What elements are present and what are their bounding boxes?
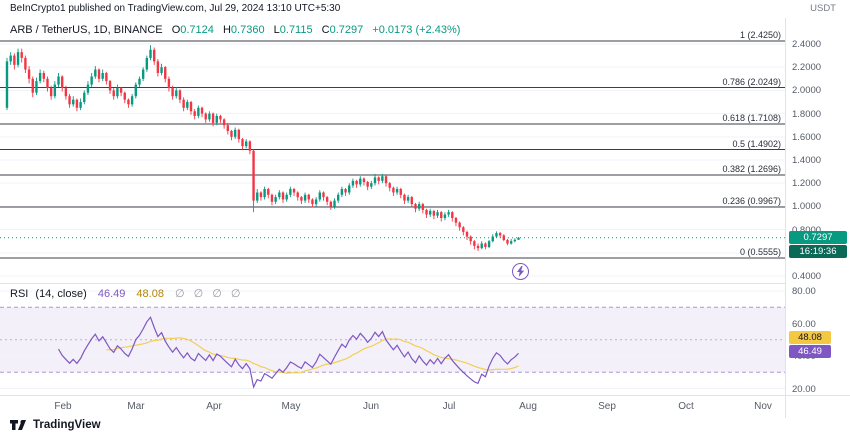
rsi-value-badge: 46.49 [789, 345, 831, 358]
last-price-badge: 0.7297 [789, 231, 847, 244]
rsi-params: (14, close) [35, 288, 87, 300]
tradingview-logo-icon [10, 420, 26, 430]
publish-header: BeInCrypto1 published on TradingView.com… [0, 0, 850, 18]
rsi-tick-label: 60.00 [792, 318, 816, 330]
price-tick-label: 1.2000 [792, 178, 822, 190]
symbol-legend[interactable]: ARB / TetherUS, 1D, BINANCE O0.7124 H0.7… [10, 24, 460, 36]
tradingview-brand-text: TradingView [33, 419, 101, 431]
open-value: 0.7124 [180, 24, 214, 36]
countdown-badge: 16:19:36 [789, 245, 847, 258]
low-value: 0.7115 [279, 24, 313, 36]
price-tick-label: 0.8000 [792, 225, 821, 236]
price-tick-label: 2.2000 [792, 62, 822, 74]
price-chart-canvas[interactable] [0, 18, 785, 283]
lightning-icon [517, 266, 525, 277]
rsi-tick-label: 80.00 [792, 286, 816, 297]
price-tick-label: 1.0000 [792, 201, 822, 213]
time-axis-label: Aug [519, 401, 537, 412]
time-axis-corner [785, 395, 850, 418]
close-label: C [321, 24, 330, 36]
rsi-empty-values: ∅ ∅ ∅ ∅ [175, 288, 244, 300]
time-axis-label: Nov [754, 401, 772, 412]
change-value: +0.0173 (+2.43%) [372, 24, 461, 36]
price-tick-label: 0.4000 [792, 271, 822, 282]
time-axis-label: May [281, 401, 301, 412]
rsi-value: 46.49 [97, 288, 126, 300]
open-label: O [171, 24, 181, 36]
symbol-title[interactable]: ARB / TetherUS, 1D, BINANCE [10, 24, 163, 36]
time-axis-label: Sep [598, 401, 616, 412]
rsi-ma-value: 48.08 [136, 288, 164, 300]
price-axis[interactable]: 0.7297 16:19:36 2.4000 2.2000 2.0000 1.8000… [785, 18, 850, 283]
price-tick-label: 1.8000 [792, 108, 822, 120]
close-value: 0.7297 [329, 24, 364, 36]
time-axis-label: Feb [54, 401, 72, 412]
high-label: H [222, 24, 231, 36]
time-axis-label: Jun [362, 401, 380, 412]
rsi-tick-label: 20.00 [792, 383, 816, 395]
price-tick-label: 2.4000 [792, 39, 822, 50]
publish-info: BeInCrypto1 published on TradingView.com… [10, 3, 341, 14]
footer-brand[interactable]: TradingView [10, 418, 101, 432]
quote-currency-label: USDT [810, 3, 836, 14]
rsi-ma-badge: 48.08 [789, 331, 831, 344]
price-tick-label: 1.4000 [792, 155, 822, 166]
rsi-legend[interactable]: RSI (14, close) 46.49 48.08 ∅ ∅ ∅ ∅ [10, 287, 244, 300]
time-axis-label: Oct [678, 401, 694, 412]
rsi-pane-canvas[interactable] [0, 283, 785, 395]
high-value: 0.7360 [230, 24, 265, 36]
price-tick-label: 1.6000 [792, 131, 822, 143]
price-tick-label: 2.0000 [792, 85, 822, 97]
lightning-marker[interactable] [512, 263, 529, 280]
time-axis-label: Mar [127, 401, 145, 412]
rsi-title[interactable]: RSI [10, 288, 29, 300]
time-axis-label: Apr [206, 401, 222, 412]
time-axis-label: Jul [442, 401, 456, 412]
low-label: L [273, 24, 280, 36]
time-axis[interactable]: Feb Mar Apr May Jun Jul Aug Sep Oct Nov [0, 395, 785, 418]
